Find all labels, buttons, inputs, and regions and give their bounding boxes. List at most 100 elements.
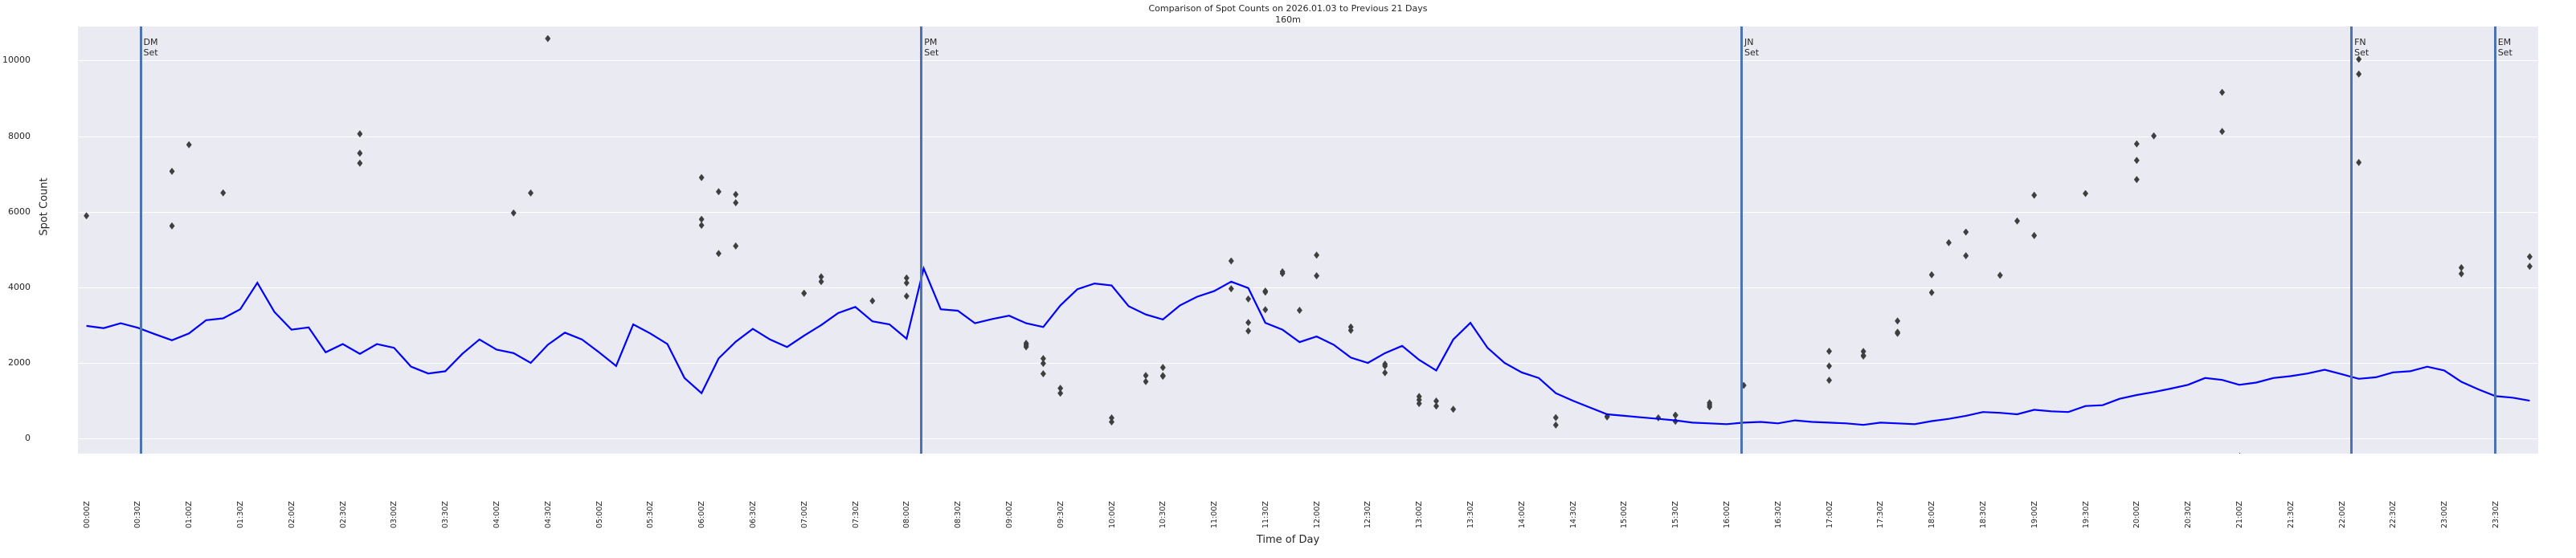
- outlier-marker: [1604, 413, 1610, 421]
- outlier-marker: [2526, 263, 2533, 271]
- outlier-marker: [169, 222, 175, 230]
- outlier-marker: [698, 215, 705, 223]
- outlier-marker: [903, 292, 910, 300]
- outlier-marker: [1963, 228, 1969, 236]
- x-tick-label: 07:30Z: [851, 501, 861, 528]
- event-line-em: [2493, 26, 2496, 454]
- x-tick-label: 18:30Z: [1978, 501, 1988, 528]
- outlier-marker: [1928, 271, 1935, 279]
- outlier-marker: [169, 167, 175, 175]
- outlier-marker: [1672, 417, 1678, 426]
- outlier-marker: [1314, 251, 1320, 259]
- outlier-marker: [2083, 189, 2088, 198]
- outlier-marker: [1245, 327, 1252, 335]
- event-line-pm: [920, 26, 923, 454]
- x-tick-label: 15:30Z: [1671, 501, 1681, 528]
- outlier-marker: [1262, 306, 1269, 314]
- outlier-marker: [528, 189, 534, 197]
- event-line-jn: [1740, 26, 1743, 454]
- outlier-marker: [1296, 307, 1302, 314]
- event-label-em: EM Set: [2497, 37, 2513, 58]
- outlier-marker: [1860, 352, 1867, 360]
- x-tick-label: 01:30Z: [236, 501, 245, 528]
- x-tick-label: 14:00Z: [1517, 501, 1527, 528]
- x-tick-label: 22:30Z: [2389, 501, 2398, 528]
- outlier-marker: [2219, 88, 2226, 96]
- outlier-marker: [2133, 140, 2140, 148]
- x-tick-label: 02:00Z: [287, 501, 296, 528]
- outlier-marker: [357, 130, 363, 138]
- x-tick-label: 16:00Z: [1723, 501, 1732, 528]
- outlier-marker: [733, 242, 739, 250]
- outlier-marker: [2356, 55, 2362, 63]
- y-axis-label: Spot Count: [38, 177, 51, 236]
- x-tick-label: 23:30Z: [2491, 501, 2500, 528]
- x-tick-label: 11:00Z: [1210, 501, 1219, 528]
- outlier-marker: [545, 35, 551, 43]
- outlier-marker: [2031, 191, 2038, 199]
- outlier-marker: [1159, 364, 1166, 372]
- x-tick-label: 05:00Z: [595, 501, 604, 528]
- gridline: [78, 136, 2538, 137]
- outlier-marker: [510, 209, 517, 217]
- outlier-marker: [1245, 295, 1252, 303]
- outlier-marker: [1963, 252, 1969, 259]
- x-tick-label: 06:30Z: [748, 501, 758, 528]
- outlier-marker: [357, 159, 363, 167]
- x-tick-label: 04:30Z: [543, 501, 553, 528]
- x-tick-label: 10:00Z: [1107, 501, 1117, 528]
- x-tick-label: 04:00Z: [493, 501, 501, 528]
- outlier-marker: [186, 141, 192, 149]
- x-axis-label: Time of Day: [1256, 534, 1320, 546]
- event-label-fn: FN Set: [2354, 37, 2370, 58]
- chart-title-line1: Comparison of Spot Counts on 2026.01.03 …: [1148, 3, 1428, 14]
- x-tick-label: 21:00Z: [2235, 501, 2244, 528]
- x-tick-label: 11:30Z: [1261, 501, 1270, 528]
- y-tick-label: 4000: [8, 281, 31, 292]
- outlier-marker: [1314, 272, 1320, 279]
- x-tick-label: 18:00Z: [1928, 501, 1937, 528]
- outlier-marker: [1895, 317, 1901, 325]
- x-tick-label: 05:30Z: [646, 501, 656, 528]
- x-tick-label: 16:30Z: [1773, 501, 1783, 528]
- x-tick-label: 10:30Z: [1159, 501, 1168, 528]
- outlier-marker: [1895, 328, 1901, 336]
- outlier-marker: [1040, 370, 1046, 377]
- outlier-marker: [2219, 128, 2226, 136]
- x-tick-label: 00:30Z: [133, 501, 143, 528]
- outlier-marker: [2014, 217, 2020, 225]
- y-tick-label: 8000: [8, 130, 31, 141]
- x-tick-label: 02:30Z: [338, 501, 348, 528]
- outlier-marker: [801, 289, 808, 297]
- outlier-marker: [698, 222, 705, 230]
- outlier-marker: [1826, 348, 1832, 355]
- outlier-marker: [818, 273, 824, 281]
- x-tick-label: 01:00Z: [185, 501, 194, 528]
- outlier-marker: [1159, 372, 1166, 380]
- chart-title-line2: 160m: [1275, 14, 1301, 25]
- outlier-marker: [220, 189, 227, 197]
- outlier-marker: [2356, 70, 2362, 78]
- outlier-marker: [2458, 263, 2464, 271]
- gridline: [78, 211, 2538, 213]
- x-tick-label: 17:00Z: [1825, 501, 1834, 528]
- outlier-marker: [1382, 369, 1388, 377]
- x-tick-label: 03:30Z: [441, 501, 451, 528]
- x-tick-label: 09:30Z: [1056, 501, 1065, 528]
- gridline: [78, 363, 2538, 364]
- outlier-marker: [1057, 389, 1064, 397]
- event-line-fn: [2350, 26, 2353, 454]
- outlier-marker: [1928, 288, 1935, 296]
- outlier-marker: [2356, 158, 2362, 166]
- outlier-marker: [357, 149, 363, 157]
- today-polyline: [86, 265, 2530, 426]
- outlier-marker: [1655, 413, 1662, 422]
- outlier-marker: [1945, 238, 1952, 246]
- x-tick-label: 12:30Z: [1364, 501, 1373, 528]
- x-tick-label: 20:00Z: [2132, 501, 2142, 528]
- outlier-marker: [869, 297, 876, 305]
- x-tick-label: 17:30Z: [1876, 501, 1886, 528]
- outlier-marker: [1262, 287, 1269, 295]
- x-tick-label: 13:30Z: [1466, 501, 1475, 528]
